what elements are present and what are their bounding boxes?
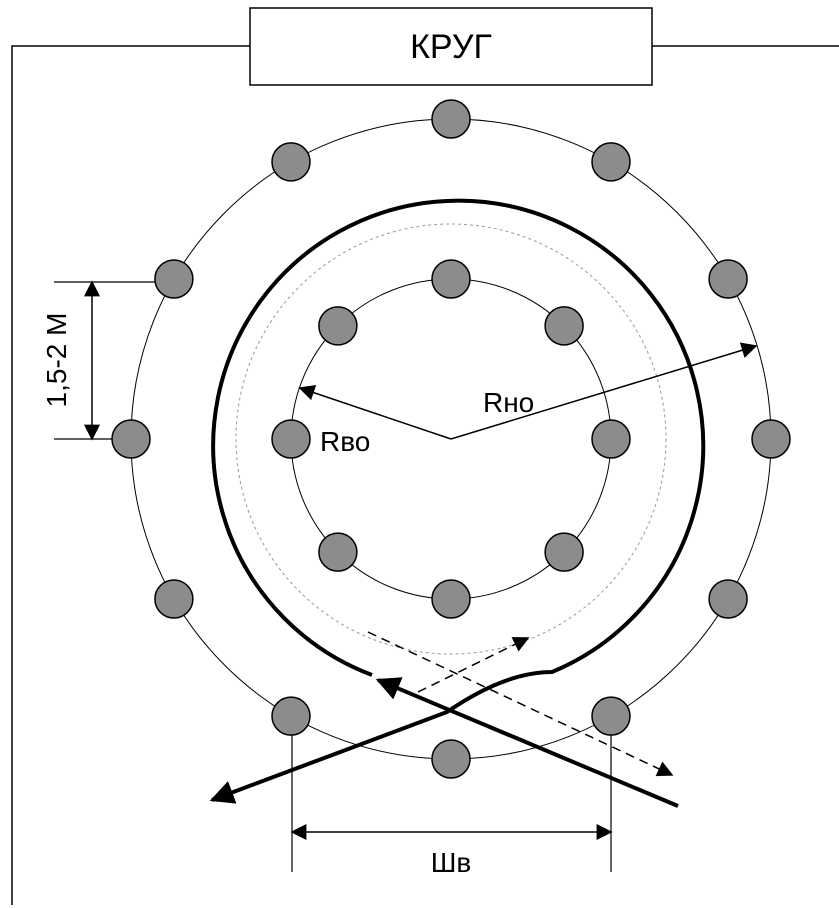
outer-cone [431, 739, 471, 779]
title-box [249, 7, 653, 86]
dashed-guide-circle [235, 223, 667, 655]
outer-cone [591, 142, 631, 182]
page-title: КРУГ [410, 28, 492, 66]
outer-cone [751, 419, 791, 459]
inner-cone [544, 306, 584, 346]
label-rno: Rно [483, 387, 534, 418]
outer-cone [271, 142, 311, 182]
inner-cone [431, 579, 471, 619]
outer-cones-group [111, 99, 791, 779]
frame-line [11, 45, 839, 905]
outer-cone [154, 579, 194, 619]
outer-cone [154, 259, 194, 299]
inner-cone [318, 306, 358, 346]
inner-cone [591, 419, 631, 459]
radius-line-rno [450, 342, 758, 440]
inner-cone [318, 532, 358, 572]
outer-cone [271, 696, 311, 736]
label-rvo: Rво [320, 426, 370, 457]
inner-cones-group [271, 259, 631, 619]
outer-cone [591, 696, 631, 736]
dashed-path-left [417, 637, 530, 693]
running-path-entry [375, 677, 679, 808]
dashed-path-right [367, 631, 674, 777]
inner-cone [544, 532, 584, 572]
inner-cone [271, 419, 311, 459]
label-width: Шв [431, 847, 472, 878]
outer-cone [708, 259, 748, 299]
outer-cone [431, 99, 471, 139]
inner-cone [431, 259, 471, 299]
running-path-loop [209, 198, 706, 804]
label-spacing: 1,5-2 М [41, 313, 72, 408]
radius-line-rvo [298, 385, 452, 440]
outer-cone [111, 419, 151, 459]
outer-cone [708, 579, 748, 619]
